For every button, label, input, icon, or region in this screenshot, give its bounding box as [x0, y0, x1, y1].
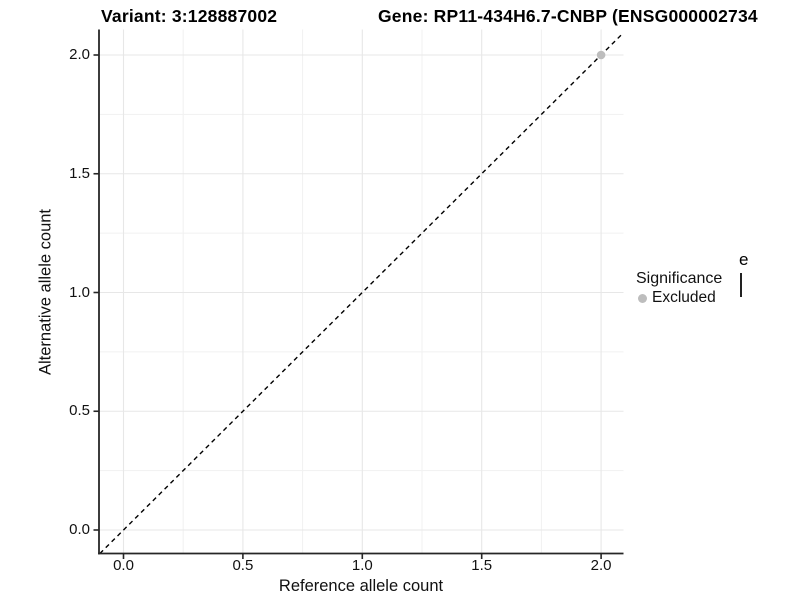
x-tick-label: 0.5	[232, 556, 254, 574]
x-tick-label: 1.5	[471, 556, 493, 574]
data-point	[596, 50, 606, 60]
legend-title: Significance	[636, 270, 723, 287]
legend-item-excluded: Excluded	[638, 289, 716, 307]
legend-item-label: Excluded	[652, 289, 716, 306]
y-tick-label: 0.5	[69, 402, 90, 420]
legend-point-swatch-icon	[638, 293, 647, 303]
x-tick-label: 1.0	[351, 556, 373, 574]
cropped-adjacent-line-fragment	[740, 273, 742, 297]
variant-title: Variant: 3:128887002	[101, 6, 278, 26]
gene-title: Gene: RP11-434H6.7-CNBP (ENSG000002734	[378, 6, 758, 26]
cropped-adjacent-text-fragment: e	[739, 250, 749, 269]
identity-reference-line	[99, 32, 624, 554]
x-tick-label: 0.0	[113, 556, 134, 574]
y-tick-label: 1.5	[69, 164, 90, 182]
x-tick-label: 2.0	[590, 556, 612, 574]
y-tick-label: 1.0	[69, 283, 90, 301]
y-tick-label: 0.0	[69, 521, 90, 538]
y-tick-label: 2.0	[69, 46, 90, 63]
x-axis-title: Reference allele count	[278, 577, 444, 595]
